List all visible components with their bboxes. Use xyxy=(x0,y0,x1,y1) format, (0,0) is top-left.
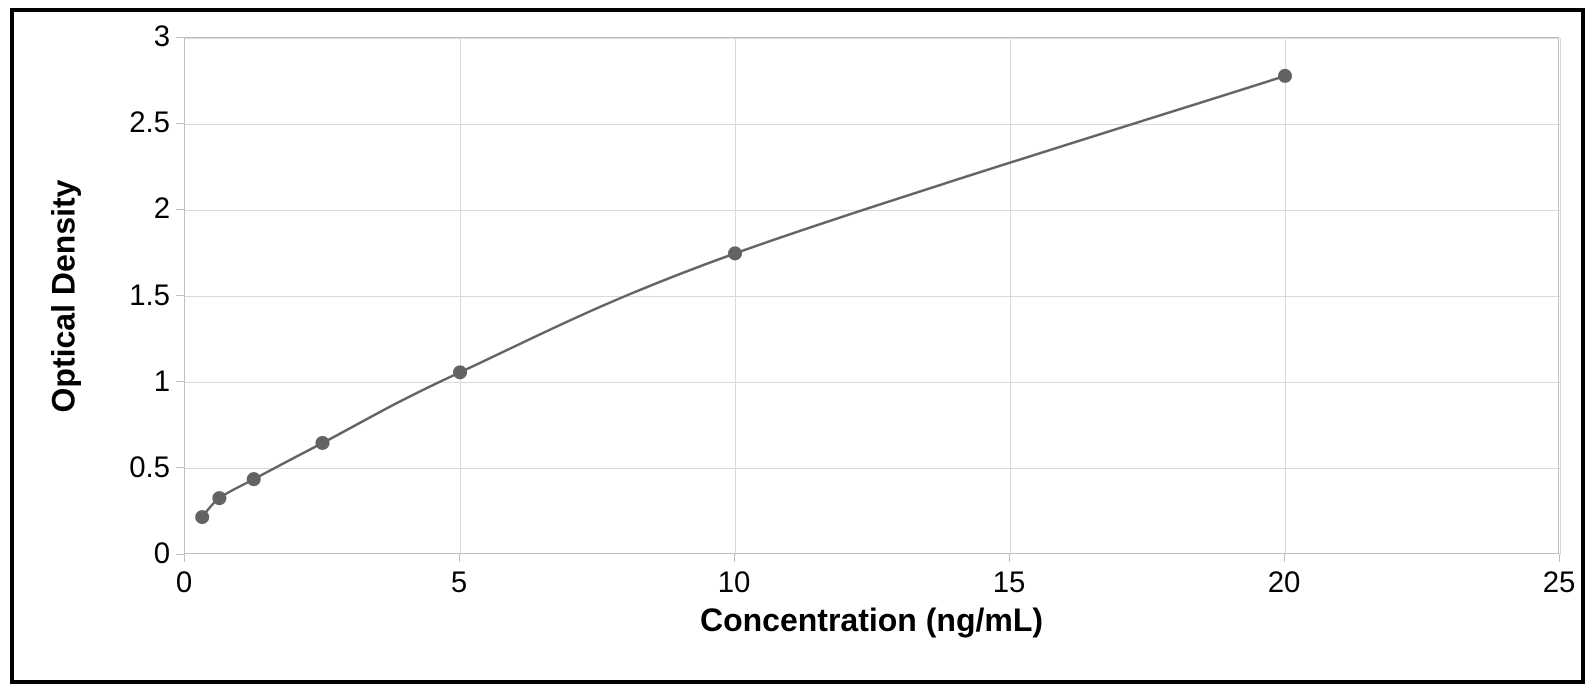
data-line xyxy=(202,76,1285,517)
y-tick-mark xyxy=(176,381,184,382)
data-marker xyxy=(316,436,330,450)
x-tick-mark xyxy=(1284,554,1285,562)
x-tick-mark xyxy=(459,554,460,562)
y-tick-mark xyxy=(176,209,184,210)
y-tick-mark xyxy=(176,554,184,555)
data-marker xyxy=(247,472,261,486)
x-tick-label: 10 xyxy=(718,566,751,600)
data-marker xyxy=(453,365,467,379)
y-tick-label: 2.5 xyxy=(116,106,170,140)
series-svg xyxy=(185,38,1560,555)
x-tick-mark xyxy=(184,554,185,562)
chart-frame: 0 5 10 15 20 25 0 0.5 1 1.5 2 2.5 3 Concentration (ng… xyxy=(10,8,1585,684)
data-marker xyxy=(212,491,226,505)
x-tick-mark xyxy=(1559,554,1560,562)
x-axis-title: Concentration (ng/mL) xyxy=(700,602,1043,639)
x-tick-mark xyxy=(734,554,735,562)
x-tick-label: 20 xyxy=(1268,566,1301,600)
y-axis-title: Optical Density xyxy=(46,179,83,412)
x-tick-label: 15 xyxy=(993,566,1026,600)
x-tick-label: 5 xyxy=(451,566,467,600)
y-tick-mark xyxy=(176,37,184,38)
data-marker xyxy=(195,510,209,524)
x-tick-label: 0 xyxy=(176,566,192,600)
plot-area xyxy=(184,37,1559,554)
y-tick-label: 0.5 xyxy=(116,451,170,485)
chart-container: 0 5 10 15 20 25 0 0.5 1 1.5 2 2.5 3 Concentration (ng… xyxy=(14,12,1581,680)
y-tick-mark xyxy=(176,467,184,468)
data-marker xyxy=(1278,69,1292,83)
x-tick-label: 25 xyxy=(1543,566,1576,600)
y-tick-label: 2 xyxy=(116,192,170,226)
y-tick-label: 1 xyxy=(116,365,170,399)
data-marker xyxy=(728,246,742,260)
y-tick-label: 1.5 xyxy=(116,279,170,313)
y-tick-label: 3 xyxy=(116,20,170,54)
y-tick-mark xyxy=(176,295,184,296)
y-tick-mark xyxy=(176,123,184,124)
x-tick-mark xyxy=(1009,554,1010,562)
y-tick-label: 0 xyxy=(116,537,170,571)
